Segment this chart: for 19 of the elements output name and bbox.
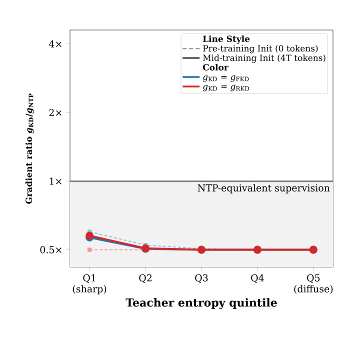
annotation: Pre-training Init (0 tokens) [203,44,318,54]
y-tick-label: 4× [49,40,62,48]
legend-label: g$_{KD}$ = g$_{RKD}$ [202,84,250,92]
point [87,248,92,252]
y-axis-title: Gradient ratio g$_{KD}$/g$_{NTP}$ [25,93,34,204]
x-axis-title: Teacher entropy quintile [126,298,277,309]
annotation: Mid-training Init (4T tokens) [203,54,326,63]
annotation: Line Style [203,35,250,44]
y-tick-label: 2× [49,108,62,116]
x-tick-label: Q3 [195,274,208,283]
y-tick-label: 0.5× [40,246,62,254]
y-tick-label: 1× [50,178,62,185]
annotation: Color [202,64,228,71]
x-tick-label: Q5 (diffuse) [294,274,333,294]
x-tick-label: Q1 (sharp) [72,274,106,294]
x-tick-label: Q4 [251,274,264,283]
legend-label: g$_{KD}$ = g$_{FKD}$ [202,75,249,82]
x-tick-label: Q2 [139,274,152,283]
annotation: NTP-equivalent supervision [198,184,330,194]
